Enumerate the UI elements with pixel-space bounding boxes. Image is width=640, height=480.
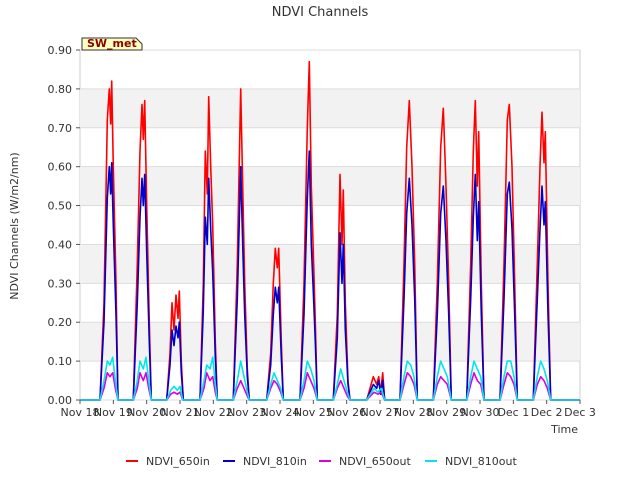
x-tick-label: Nov 25 xyxy=(294,406,333,419)
x-tick-label: Nov 21 xyxy=(161,406,200,419)
x-tick-label: Dec 2 xyxy=(531,406,563,419)
grid-band xyxy=(80,322,580,362)
legend-item-ndvi_810out: NDVI_810out xyxy=(425,455,517,468)
series-line-ndvi_810out xyxy=(80,356,580,401)
legend: NDVI_650in NDVI_810in NDVI_650out NDVI_810o… xyxy=(126,455,517,468)
y-tick-label: 0.00 xyxy=(48,394,73,407)
grid-band xyxy=(80,166,580,206)
series-lines xyxy=(80,60,580,401)
y-tick-label: 0.40 xyxy=(48,238,73,251)
y-tick-label: 0.90 xyxy=(48,44,73,57)
x-tick-label: Nov 22 xyxy=(194,406,233,419)
sw-met-badge: SW_met xyxy=(81,37,143,51)
badge-shape xyxy=(81,37,143,51)
legend-label: NDVI_650in xyxy=(146,455,210,468)
x-tick-label: Nov 24 xyxy=(261,406,300,419)
y-axis: 0.00 0.10 0.20 0.30 0.40 0.50 0.60 0.70 0.80 0.90 xyxy=(48,44,80,407)
x-tick-label: Nov 29 xyxy=(427,406,466,419)
x-axis-title: Time xyxy=(550,423,578,436)
y-tick-label: 0.30 xyxy=(48,277,73,290)
x-tick-label: Nov 19 xyxy=(94,406,133,419)
grid-band xyxy=(80,244,580,284)
x-tick-label: Nov 30 xyxy=(461,406,500,419)
legend-item-ndvi_810in: NDVI_810in xyxy=(223,455,307,468)
x-tick-label: Dec 1 xyxy=(497,406,529,419)
x-tick-label: Dec 3 xyxy=(564,406,596,419)
legend-label: NDVI_810in xyxy=(243,455,307,468)
y-tick-label: 0.80 xyxy=(48,83,73,96)
badge-label: SW_met xyxy=(87,37,137,50)
x-tick-label: Nov 20 xyxy=(127,406,166,419)
grid-band xyxy=(80,88,580,128)
x-tick-label: Nov 23 xyxy=(227,406,266,419)
grid-bands xyxy=(80,88,580,362)
legend-label: NDVI_810out xyxy=(445,455,517,468)
legend-label: NDVI_650out xyxy=(339,455,411,468)
y-tick-label: 0.60 xyxy=(48,161,73,174)
x-tick-label: Nov 27 xyxy=(361,406,400,419)
x-tick-label: Nov 26 xyxy=(327,406,366,419)
y-tick-label: 0.70 xyxy=(48,122,73,135)
x-tick-label: Nov 18 xyxy=(61,406,100,419)
y-axis-title: NDVI Channels (W/m2/nm) xyxy=(8,152,21,299)
y-tick-label: 0.50 xyxy=(48,200,73,213)
y-tick-label: 0.20 xyxy=(48,316,73,329)
legend-item-ndvi_650in: NDVI_650in xyxy=(126,455,210,468)
legend-item-ndvi_650out: NDVI_650out xyxy=(319,455,411,468)
chart-title: NDVI Channels xyxy=(272,5,369,20)
x-tick-label: Nov 28 xyxy=(394,406,433,419)
y-tick-label: 0.10 xyxy=(48,355,73,368)
